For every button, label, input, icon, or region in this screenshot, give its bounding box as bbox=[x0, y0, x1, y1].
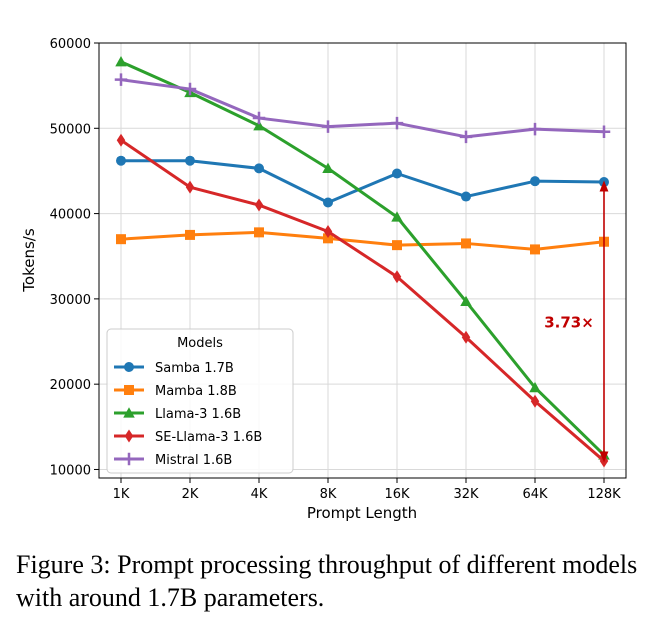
x-tick-label: 32K bbox=[453, 487, 479, 502]
series-mamba-1-8b bbox=[116, 227, 609, 255]
data-point bbox=[323, 197, 333, 208]
data-point bbox=[322, 162, 334, 173]
x-tick-label: 2K bbox=[182, 487, 199, 502]
data-point bbox=[323, 233, 333, 244]
data-point bbox=[460, 295, 472, 307]
data-point bbox=[391, 211, 403, 222]
data-point bbox=[183, 82, 197, 96]
legend-marker bbox=[124, 385, 134, 395]
data-point bbox=[116, 234, 126, 245]
x-tick-label: 1K bbox=[113, 487, 130, 502]
data-point bbox=[390, 116, 404, 130]
x-axis-label: Prompt Length bbox=[307, 504, 417, 522]
legend: Models Samba 1.7B Mamba 1.8B Llama-3 1.6B S… bbox=[106, 328, 294, 474]
legend-marker bbox=[124, 362, 134, 372]
series-line bbox=[120, 230, 605, 251]
y-tick-label: 10000 bbox=[50, 463, 91, 478]
plot-frame bbox=[98, 42, 627, 479]
data-point bbox=[185, 180, 195, 194]
y-tick-label: 30000 bbox=[50, 293, 91, 308]
data-point bbox=[253, 119, 265, 131]
figure-caption: Figure 3: Prompt processing throughput o… bbox=[16, 550, 638, 612]
x-tick-label: 4K bbox=[251, 487, 268, 502]
annotation-label: 3.73× bbox=[544, 313, 594, 331]
data-point bbox=[597, 125, 611, 138]
data-point bbox=[115, 56, 127, 67]
data-point bbox=[116, 133, 126, 147]
data-point bbox=[459, 130, 473, 144]
data-point bbox=[530, 176, 540, 187]
y-tick-label: 50000 bbox=[50, 122, 91, 137]
x-tick-label: 64K bbox=[522, 487, 548, 502]
annotation: 3.73× bbox=[544, 180, 609, 463]
legend-item: Mistral 1.6B bbox=[114, 452, 232, 468]
x-tick-label: 16K bbox=[384, 487, 410, 502]
data-point bbox=[392, 270, 402, 284]
series-mistral-1-6b bbox=[114, 73, 611, 144]
data-point bbox=[599, 177, 609, 188]
data-point bbox=[114, 73, 128, 86]
legend-label: Mistral 1.6B bbox=[155, 453, 232, 468]
data-point bbox=[185, 155, 195, 166]
series-line bbox=[120, 78, 605, 139]
x-axis: 1K 2K 4K 8K 16K 32K 64K 128K bbox=[113, 478, 621, 502]
legend-label: Llama-3 1.6B bbox=[155, 407, 241, 422]
data-point bbox=[252, 111, 266, 125]
data-point bbox=[530, 244, 540, 255]
data-point bbox=[528, 122, 542, 136]
legend-title: Models bbox=[177, 336, 223, 351]
legend-label: Samba 1.7B bbox=[155, 361, 234, 376]
data-point bbox=[116, 155, 126, 166]
data-point bbox=[185, 229, 195, 240]
legend-label: SE-Llama-3 1.6B bbox=[155, 430, 262, 445]
data-point bbox=[461, 330, 471, 344]
data-point bbox=[461, 238, 471, 249]
y-axis: 10000 20000 30000 40000 50000 60000 bbox=[50, 37, 99, 478]
series-se-llama-3-1-6b bbox=[116, 133, 609, 468]
legend-item: Samba 1.7B bbox=[114, 361, 234, 376]
data-point bbox=[323, 225, 333, 238]
data-point bbox=[392, 168, 402, 179]
data-point bbox=[254, 198, 264, 212]
data-point bbox=[461, 191, 471, 202]
y-tick-label: 40000 bbox=[50, 208, 91, 223]
series-line bbox=[120, 138, 605, 463]
x-tick-label: 128K bbox=[587, 487, 621, 502]
x-tick-label: 8K bbox=[320, 487, 337, 502]
y-axis-label: Tokens/s bbox=[20, 228, 38, 293]
legend-box bbox=[106, 328, 294, 474]
legend-marker bbox=[123, 407, 135, 418]
series-line bbox=[120, 60, 606, 457]
legend-item: Mamba 1.8B bbox=[114, 384, 237, 399]
legend-marker bbox=[122, 452, 136, 466]
data-point bbox=[530, 394, 540, 408]
y-tick-label: 60000 bbox=[50, 37, 91, 52]
legend-item: Llama-3 1.6B bbox=[114, 407, 241, 422]
series-samba-1-7b bbox=[116, 155, 609, 208]
legend-item: SE-Llama-3 1.6B bbox=[114, 429, 262, 445]
y-tick-label: 20000 bbox=[50, 378, 91, 393]
legend-marker bbox=[124, 429, 134, 443]
series-line bbox=[121, 159, 605, 204]
data-point bbox=[392, 240, 402, 251]
data-point bbox=[254, 163, 264, 174]
data-point bbox=[529, 381, 541, 393]
data-point bbox=[321, 120, 335, 133]
legend-label: Mamba 1.8B bbox=[155, 384, 237, 399]
data-point bbox=[254, 227, 264, 238]
series bbox=[114, 56, 611, 468]
